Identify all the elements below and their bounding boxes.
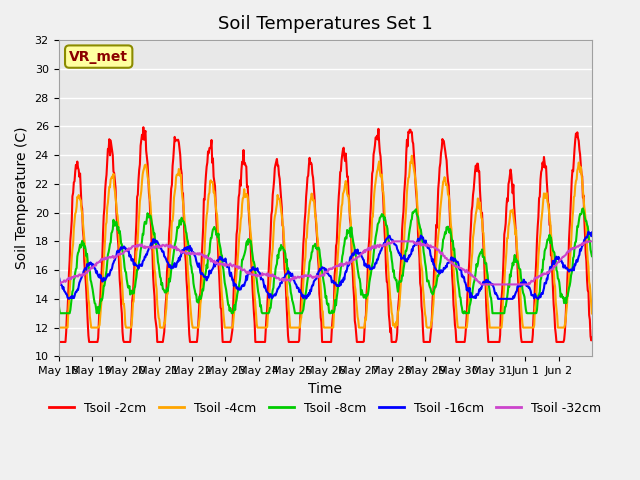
Tsoil -2cm	[411, 162, 419, 168]
Tsoil -2cm	[588, 335, 596, 341]
X-axis label: Time: Time	[308, 382, 342, 396]
Tsoil -4cm	[242, 194, 250, 200]
Tsoil -4cm	[54, 324, 62, 330]
Tsoil -16cm	[216, 254, 224, 260]
Tsoil -16cm	[262, 288, 270, 294]
Tsoil -8cm	[216, 242, 224, 248]
Tsoil -8cm	[54, 300, 62, 305]
Tsoil -16cm	[584, 229, 592, 235]
Tsoil -16cm	[54, 276, 62, 282]
Tsoil -32cm	[242, 269, 250, 275]
Line: Tsoil -2cm: Tsoil -2cm	[58, 127, 592, 342]
Tsoil -4cm	[262, 324, 269, 330]
Tsoil -8cm	[118, 241, 125, 247]
Tsoil -2cm	[216, 288, 224, 293]
Tsoil -4cm	[117, 269, 125, 275]
Tsoil -16cm	[65, 296, 73, 302]
Tsoil -32cm	[411, 240, 419, 245]
Line: Tsoil -4cm: Tsoil -4cm	[58, 156, 592, 327]
Tsoil -32cm	[262, 272, 269, 277]
Tsoil -32cm	[389, 239, 397, 244]
Tsoil -16cm	[381, 241, 388, 247]
Tsoil -8cm	[262, 311, 270, 316]
Tsoil -8cm	[579, 205, 587, 211]
Tsoil -16cm	[588, 229, 596, 235]
Title: Soil Temperatures Set 1: Soil Temperatures Set 1	[218, 15, 433, 33]
Tsoil -16cm	[243, 273, 250, 279]
Tsoil -16cm	[118, 246, 125, 252]
Tsoil -4cm	[408, 153, 415, 158]
Tsoil -8cm	[56, 311, 64, 316]
Tsoil -2cm	[381, 231, 388, 237]
Tsoil -8cm	[381, 215, 388, 220]
Tsoil -32cm	[117, 251, 125, 257]
Tsoil -4cm	[588, 311, 596, 316]
Tsoil -8cm	[243, 240, 250, 246]
Tsoil -32cm	[380, 242, 388, 248]
Tsoil -8cm	[411, 208, 419, 214]
Tsoil -8cm	[588, 253, 596, 259]
Text: VR_met: VR_met	[69, 49, 128, 63]
Tsoil -32cm	[588, 239, 596, 244]
Tsoil -4cm	[411, 170, 419, 176]
Tsoil -2cm	[54, 339, 62, 345]
Tsoil -16cm	[411, 242, 419, 248]
Y-axis label: Soil Temperature (C): Soil Temperature (C)	[15, 127, 29, 269]
Tsoil -4cm	[380, 197, 388, 203]
Tsoil -32cm	[215, 262, 223, 268]
Line: Tsoil -32cm: Tsoil -32cm	[58, 241, 592, 285]
Line: Tsoil -8cm: Tsoil -8cm	[58, 208, 592, 313]
Tsoil -2cm	[117, 302, 125, 308]
Tsoil -2cm	[243, 164, 250, 169]
Tsoil -2cm	[140, 124, 147, 130]
Tsoil -32cm	[54, 282, 62, 288]
Legend: Tsoil -2cm, Tsoil -4cm, Tsoil -8cm, Tsoil -16cm, Tsoil -32cm: Tsoil -2cm, Tsoil -4cm, Tsoil -8cm, Tsoi…	[44, 396, 606, 420]
Tsoil -4cm	[215, 246, 223, 252]
Tsoil -2cm	[262, 314, 270, 320]
Line: Tsoil -16cm: Tsoil -16cm	[58, 232, 592, 299]
